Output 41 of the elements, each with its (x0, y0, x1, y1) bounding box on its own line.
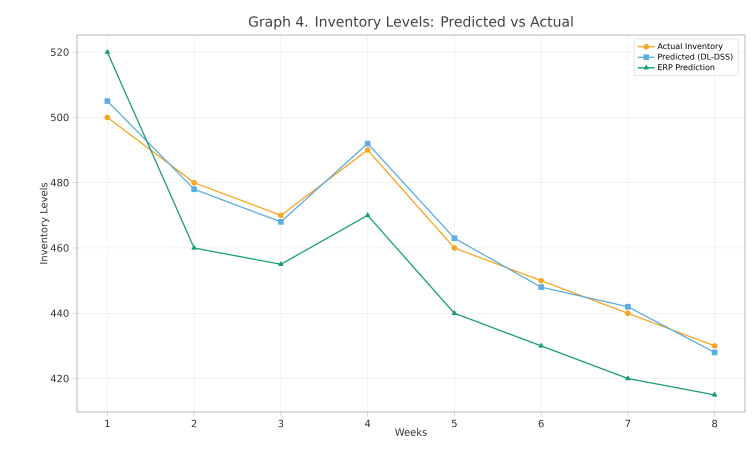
point (712, 350, 718, 356)
point (104, 98, 110, 104)
x-tick-label: 5 (452, 420, 457, 428)
x-tick-label: 3 (278, 420, 284, 428)
y-tick-label: 420 (50, 374, 69, 382)
point (364, 140, 370, 146)
point (278, 212, 284, 218)
x-tick-label: 8 (712, 420, 718, 428)
point (191, 186, 197, 192)
point (712, 343, 718, 349)
x-tick-label: 2 (192, 420, 196, 428)
point (625, 310, 631, 316)
y-tick-label: 480 (50, 178, 69, 186)
x-tick-label: 6 (538, 420, 544, 428)
point (192, 245, 197, 250)
point (712, 392, 718, 397)
point (538, 343, 544, 348)
x-tick-label: 7 (626, 420, 630, 428)
point (538, 284, 544, 290)
point (278, 219, 284, 225)
point (191, 180, 197, 186)
point (452, 245, 458, 251)
point (452, 310, 457, 316)
x-tick-label: 4 (364, 420, 370, 428)
point (625, 304, 631, 310)
point (104, 49, 110, 54)
chart-title: Graph 4. Inventory Levels: Predicted vs Actual (248, 16, 573, 30)
x-tick-label: 1 (105, 420, 110, 428)
y-tick-label: 520 (50, 48, 69, 56)
point (278, 261, 284, 266)
x-axis-title: Weeks (395, 428, 427, 436)
point (625, 376, 630, 380)
point (452, 235, 458, 242)
point (364, 147, 370, 153)
y-tick-label: 500 (50, 114, 69, 122)
y-tick-label: 460 (50, 244, 69, 252)
point (538, 278, 544, 284)
point (365, 212, 370, 218)
y-axis-title: Inventory Levels (40, 182, 50, 264)
y-tick-label: 440 (50, 309, 69, 318)
point (104, 114, 110, 120)
